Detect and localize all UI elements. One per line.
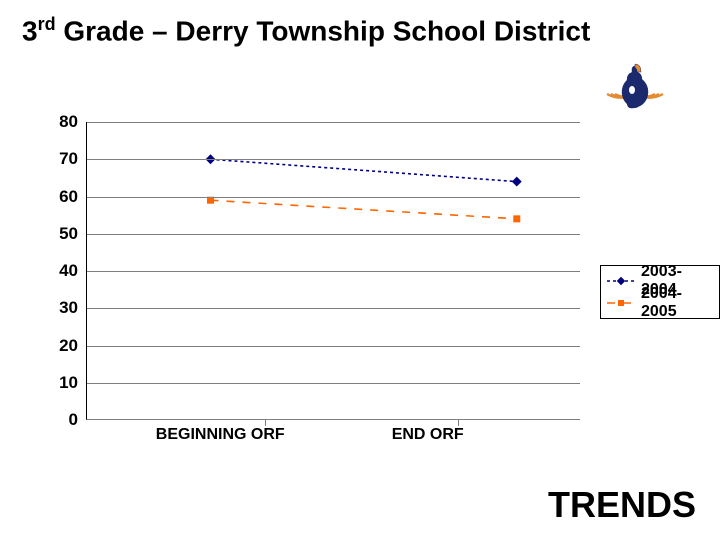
gridline xyxy=(87,271,580,272)
x-category-label: BEGINNING ORF xyxy=(130,426,310,444)
legend-marker-1 xyxy=(607,295,635,311)
legend-label-1: 2004-2005 xyxy=(641,285,711,321)
gridline xyxy=(87,197,580,198)
gridline xyxy=(87,346,580,347)
title-sup: rd xyxy=(38,14,56,34)
orf-chart: 01020304050607080BEGINNING ORFEND ORF xyxy=(30,122,580,456)
y-tick-label: 50 xyxy=(30,224,78,244)
legend: 2003-2004 2004-2005 xyxy=(600,265,720,319)
y-tick-label: 70 xyxy=(30,149,78,169)
gridline xyxy=(87,122,580,123)
footer-trends: TRENDS xyxy=(548,484,696,526)
y-tick-label: 20 xyxy=(30,336,78,356)
page-title: 3rd Grade – Derry Township School Distri… xyxy=(22,14,590,47)
district-logo xyxy=(595,58,675,126)
legend-item-1: 2004-2005 xyxy=(607,292,711,314)
gridline xyxy=(87,159,580,160)
legend-marker-0 xyxy=(607,273,635,289)
gridline xyxy=(87,383,580,384)
y-tick-label: 0 xyxy=(30,410,78,430)
y-tick-label: 40 xyxy=(30,261,78,281)
y-tick-label: 60 xyxy=(30,187,78,207)
y-tick-label: 30 xyxy=(30,298,78,318)
plot-area xyxy=(86,122,580,420)
title-part-2: Grade – Derry Township School District xyxy=(56,15,591,46)
y-tick-label: 80 xyxy=(30,112,78,132)
x-category-label: END ORF xyxy=(338,426,518,444)
gridline xyxy=(87,234,580,235)
title-part-1: 3 xyxy=(22,15,38,46)
y-tick-label: 10 xyxy=(30,373,78,393)
gridline xyxy=(87,308,580,309)
